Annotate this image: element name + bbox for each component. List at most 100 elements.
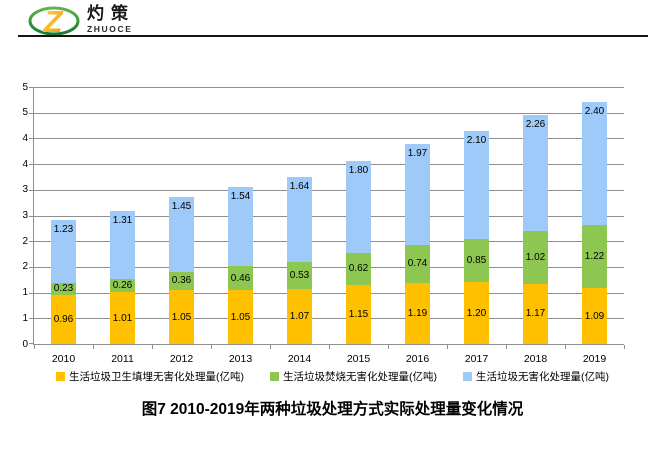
data-label-landfill-2016: 1.19 xyxy=(407,307,428,319)
data-label-total-2012: 1.45 xyxy=(171,201,192,212)
data-label-landfill-2019: 1.09 xyxy=(584,310,605,322)
x-axis-tick xyxy=(447,345,448,349)
bar-segment-landfill-2011 xyxy=(110,292,135,344)
legend-item-total: 生活垃圾无害化处理量(亿吨) xyxy=(463,369,609,384)
bar-segment-landfill-2013 xyxy=(228,290,253,344)
data-label-total-2016: 1.97 xyxy=(407,147,428,159)
plot-area: 0 1 1 2 2 3 3 4 4 5 5 0.96 0.23 1.23 2010 1.01 0.26 1.31 2… xyxy=(22,82,625,365)
data-label-incineration-2012: 0.36 xyxy=(171,275,192,287)
x-axis-label-2010: 2010 xyxy=(51,353,76,365)
data-label-total-2010: 1.23 xyxy=(53,223,74,235)
y-axis-label: 5 xyxy=(22,107,28,119)
y-axis-tick xyxy=(29,138,34,140)
bar-segment-landfill-2012 xyxy=(169,290,194,344)
data-label-incineration-2013: 0.46 xyxy=(230,272,251,284)
data-label-total-2019: 2.40 xyxy=(584,105,605,117)
data-label-landfill-2011: 1.01 xyxy=(112,312,133,324)
y-axis-tick xyxy=(29,318,34,320)
chart-legend: 生活垃圾卫生填埋无害化处理量(亿吨) 生活垃圾焚烧无害化处理量(亿吨) 生活垃圾… xyxy=(0,369,665,384)
legend-label-landfill: 生活垃圾卫生填埋无害化处理量(亿吨) xyxy=(69,371,244,383)
x-axis-label-2011: 2011 xyxy=(111,353,134,365)
x-axis-tick xyxy=(506,345,507,349)
bar-segment-total-2011 xyxy=(110,211,135,279)
bar-segment-total-2019 xyxy=(582,101,607,226)
y-axis-tick xyxy=(29,112,34,114)
data-label-total-2015: 1.80 xyxy=(348,164,369,176)
data-label-landfill-2012: 1.05 xyxy=(171,311,192,323)
data-label-total-2018: 2.26 xyxy=(525,119,546,131)
gridline xyxy=(34,292,624,294)
bar-column-2019: 1.09 1.22 2.40 2019 xyxy=(565,87,624,365)
data-label-incineration-2014: 0.53 xyxy=(289,269,310,281)
x-axis-label-2017: 2017 xyxy=(464,353,489,365)
x-axis-tick xyxy=(152,345,153,349)
zhuoce-logo-icon: Z xyxy=(28,4,80,37)
gridline xyxy=(34,112,624,114)
data-label-incineration-2010: 0.23 xyxy=(53,283,74,295)
bar-segment-landfill-2017 xyxy=(464,282,489,344)
x-axis-label-2019: 2019 xyxy=(582,353,607,365)
legend-swatch-incineration xyxy=(270,372,279,381)
x-axis-tick xyxy=(270,345,271,349)
y-axis-tick xyxy=(29,241,34,243)
header-divider xyxy=(18,35,648,37)
bar-segment-landfill-2018 xyxy=(523,283,548,344)
legend-label-incineration: 生活垃圾焚烧无害化处理量(亿吨) xyxy=(283,371,437,383)
bar-column-2016: 1.19 0.74 1.97 2016 xyxy=(388,87,447,365)
x-axis-tick xyxy=(624,345,625,349)
y-axis-tick xyxy=(29,87,34,88)
x-axis-tick xyxy=(388,345,389,349)
y-axis-label: 1 xyxy=(22,312,28,324)
x-axis-label-2013: 2013 xyxy=(228,353,253,365)
gridline xyxy=(34,318,624,320)
bar-segment-incineration-2016 xyxy=(405,244,430,283)
bar-segment-landfill-2019 xyxy=(582,287,607,344)
brand-text: 灼策 ZHUOCE xyxy=(87,5,135,34)
y-axis-label: 4 xyxy=(22,158,28,170)
bar-segment-total-2013 xyxy=(228,187,253,267)
data-label-incineration-2019: 1.22 xyxy=(584,251,605,263)
gridline xyxy=(34,164,624,166)
bar-segment-total-2016 xyxy=(405,143,430,245)
bar-segment-total-2015 xyxy=(346,160,371,254)
x-axis-label-2018: 2018 xyxy=(523,353,548,365)
bar-column-2012: 1.05 0.36 1.45 2012 xyxy=(152,87,211,365)
bar-segment-incineration-2015 xyxy=(346,253,371,285)
gridline xyxy=(34,215,624,217)
bar-segment-incineration-2012 xyxy=(169,271,194,291)
bar-segment-total-2014 xyxy=(287,177,312,262)
bar-segment-incineration-2018 xyxy=(523,231,548,284)
brand-name-cn: 灼策 xyxy=(87,4,135,23)
legend-item-landfill: 生活垃圾卫生填埋无害化处理量(亿吨) xyxy=(56,369,244,384)
x-axis-tick xyxy=(93,345,94,349)
gridline xyxy=(34,189,624,191)
y-axis-label: 5 xyxy=(22,81,28,93)
legend-label-total: 生活垃圾无害化处理量(亿吨) xyxy=(476,371,609,383)
gridline xyxy=(34,266,624,268)
y-axis-tick xyxy=(29,164,34,166)
gridline xyxy=(34,87,624,88)
data-label-total-2014: 1.64 xyxy=(289,181,310,193)
x-axis-tick xyxy=(565,345,566,349)
data-label-landfill-2014: 1.07 xyxy=(289,311,310,323)
data-label-total-2013: 1.54 xyxy=(230,191,251,203)
data-label-incineration-2015: 0.62 xyxy=(348,263,369,275)
gridline xyxy=(34,241,624,243)
data-label-incineration-2011: 0.26 xyxy=(112,279,133,291)
bar-column-2011: 1.01 0.26 1.31 2011 xyxy=(93,87,152,365)
legend-item-incineration: 生活垃圾焚烧无害化处理量(亿吨) xyxy=(270,369,437,384)
bar-column-2018: 1.17 1.02 2.26 2018 xyxy=(506,87,565,365)
y-axis-label: 4 xyxy=(22,132,28,144)
svg-text:Z: Z xyxy=(43,4,64,37)
x-axis-label-2012: 2012 xyxy=(169,353,194,365)
bar-segment-total-2012 xyxy=(169,197,194,272)
data-label-incineration-2017: 0.85 xyxy=(466,254,487,266)
y-axis-label: 3 xyxy=(22,210,28,221)
bar-segment-total-2010 xyxy=(51,219,76,283)
bar-column-2010: 0.96 0.23 1.23 2010 xyxy=(34,87,93,365)
bar-segment-incineration-2014 xyxy=(287,261,312,290)
gridline xyxy=(34,138,624,140)
y-axis-label: 1 xyxy=(22,287,28,299)
y-axis-tick xyxy=(29,215,34,217)
